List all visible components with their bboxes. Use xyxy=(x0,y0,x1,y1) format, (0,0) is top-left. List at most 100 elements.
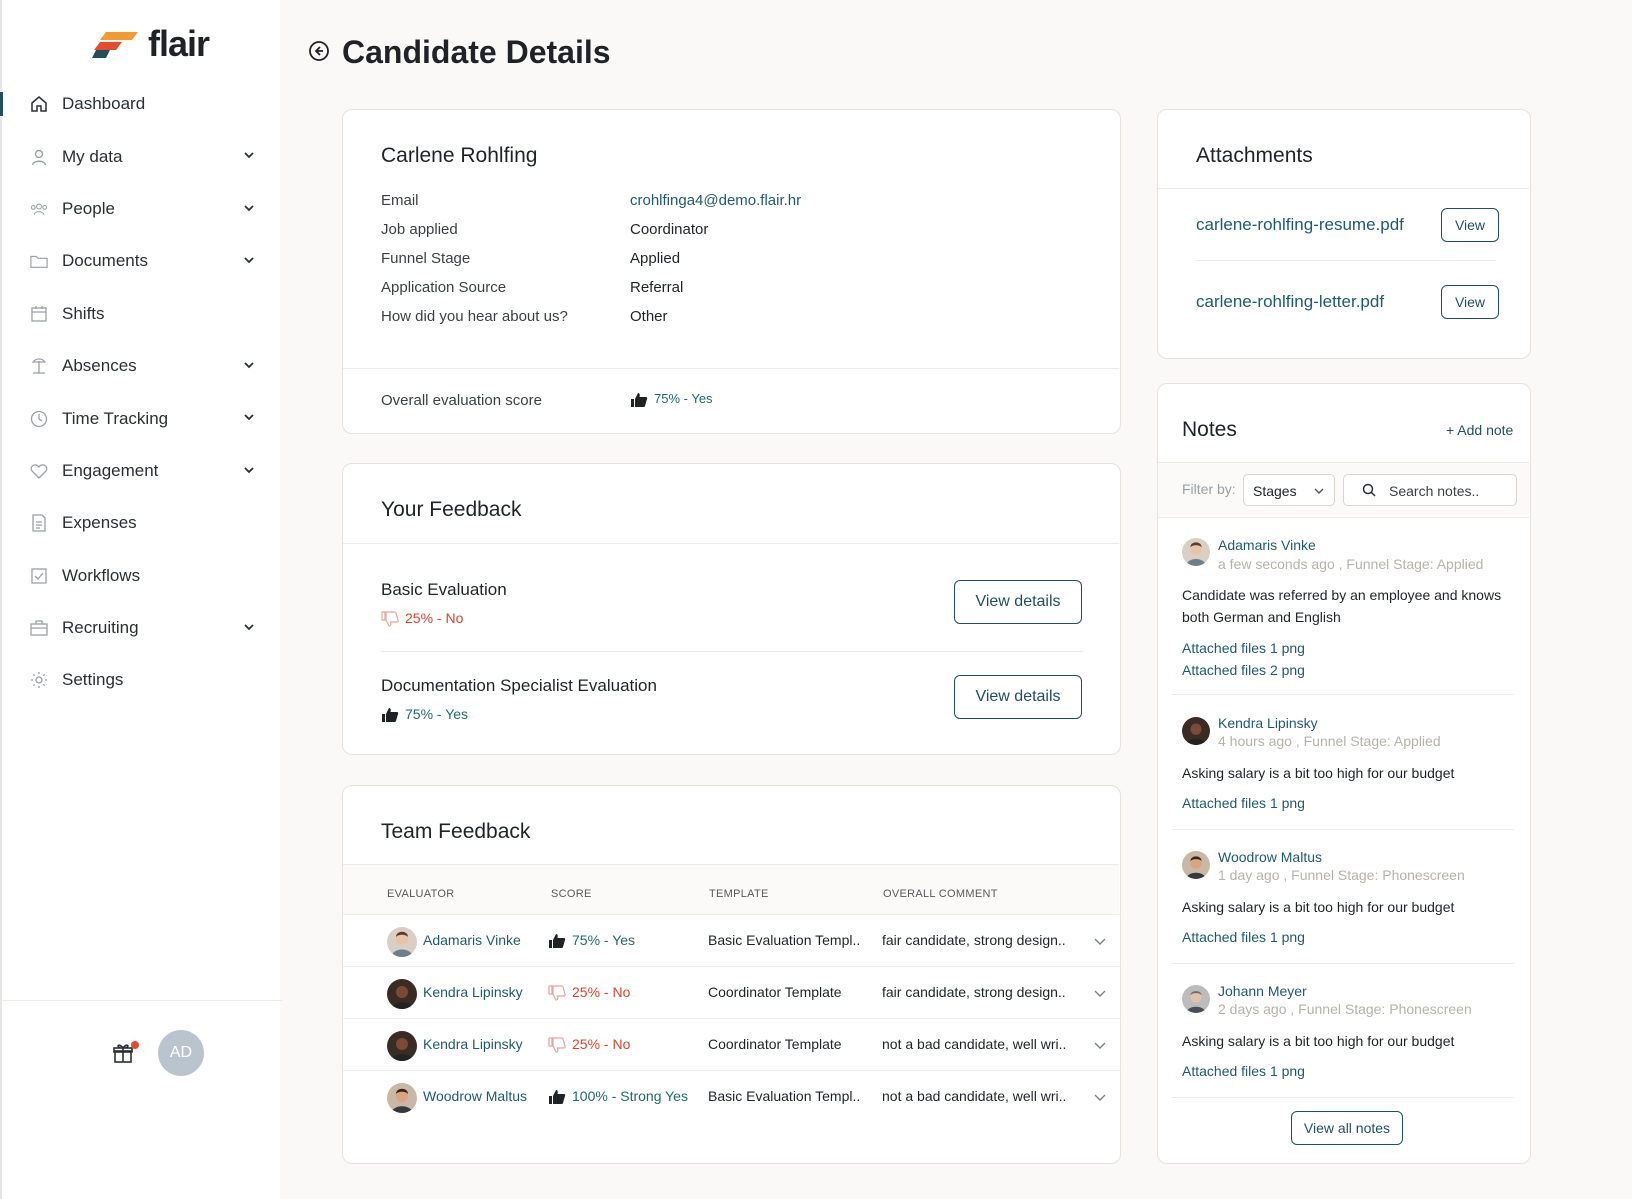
note-attachment-link[interactable]: Attached files 1 png xyxy=(1182,1063,1305,1079)
user-avatar[interactable]: AD xyxy=(158,1030,204,1076)
divider xyxy=(343,543,1119,544)
detail-row-email: Email crohlfinga4@demo.flair.hr xyxy=(381,186,801,215)
note-attachment-link[interactable]: Attached files 1 png xyxy=(1182,640,1305,656)
add-note-button[interactable]: + Add note xyxy=(1446,422,1514,438)
gear-icon xyxy=(30,671,48,689)
note-author[interactable]: Johann Meyer xyxy=(1218,983,1307,999)
chevron-down-icon[interactable] xyxy=(1093,934,1107,948)
flair-logo-icon xyxy=(92,32,138,58)
note-author[interactable]: Woodrow Maltus xyxy=(1218,849,1323,865)
attachment-link-resume[interactable]: carlene-rohlfing-resume.pdf xyxy=(1196,215,1404,234)
chevron-down-icon[interactable] xyxy=(242,148,256,162)
note-author[interactable]: Kendra Lipinsky xyxy=(1218,715,1318,731)
sidebar-item-engagement[interactable]: Engagement xyxy=(2,445,282,497)
sidebar-item-shifts[interactable]: Shifts xyxy=(2,288,282,340)
overall-comment: fair candidate, strong design.. xyxy=(882,932,1066,948)
evaluator-name[interactable]: Kendra Lipinsky xyxy=(423,984,523,1000)
sidebar: flair Dashboard My data People Documents… xyxy=(0,0,282,1199)
evaluator-name[interactable]: Adamaris Vinke xyxy=(423,932,521,948)
divider xyxy=(1172,1097,1514,1098)
email-link[interactable]: crohlfinga4@demo.flair.hr xyxy=(630,192,802,209)
sidebar-item-settings[interactable]: Settings xyxy=(2,654,282,706)
table-row[interactable]: Kendra Lipinsky 25% - No Coordinator Tem… xyxy=(342,1018,1121,1070)
avatar xyxy=(387,979,417,1009)
note-attachment-link[interactable]: Attached files 1 png xyxy=(1182,929,1305,945)
sidebar-item-label: Dashboard xyxy=(62,94,146,114)
note-meta: 4 hours ago , Funnel Stage: Applied xyxy=(1218,733,1441,749)
view-resume-button[interactable]: View xyxy=(1441,208,1499,242)
sidebar-item-time-tracking[interactable]: Time Tracking xyxy=(2,392,282,444)
score-value: 100% - Strong Yes xyxy=(572,1088,688,1104)
table-row[interactable]: Kendra Lipinsky 25% - No Coordinator Tem… xyxy=(342,966,1121,1018)
heart-icon xyxy=(30,462,48,480)
evaluator-score: 75% - Yes xyxy=(548,932,635,949)
overall-comment: not a bad candidate, well wri.. xyxy=(882,1088,1067,1104)
view-details-button[interactable]: View details xyxy=(954,580,1082,624)
attachment-link-letter[interactable]: carlene-rohlfing-letter.pdf xyxy=(1196,292,1385,311)
sidebar-item-expenses[interactable]: Expenses xyxy=(2,497,282,549)
sidebar-item-recruiting[interactable]: Recruiting xyxy=(2,602,282,654)
sidebar-item-my-data[interactable]: My data xyxy=(2,130,282,182)
sidebar-item-workflows[interactable]: Workflows xyxy=(2,550,282,602)
chevron-down-icon[interactable] xyxy=(242,253,256,267)
avatar xyxy=(387,927,417,957)
note-text: Candidate was referred by an employee an… xyxy=(1182,587,1502,625)
search-icon xyxy=(1362,483,1376,497)
table-row[interactable]: Adamaris Vinke 75% - Yes Basic Evaluatio… xyxy=(342,914,1121,966)
chevron-down-icon[interactable] xyxy=(242,358,256,372)
sidebar-footer-divider xyxy=(2,1000,282,1001)
overall-score-value: 75% - Yes xyxy=(654,391,713,406)
note-attachment-link[interactable]: Attached files 1 png xyxy=(1182,795,1305,811)
detail-row-job: Job applied Coordinator xyxy=(381,215,801,244)
detail-value: Coordinator xyxy=(630,221,709,238)
chevron-down-icon[interactable] xyxy=(242,463,256,477)
score-value: 25% - No xyxy=(572,984,631,1000)
flair-logo[interactable]: flair xyxy=(92,22,210,66)
sidebar-item-dashboard[interactable]: Dashboard xyxy=(0,78,282,130)
evaluator-score: 25% - No xyxy=(548,1036,630,1053)
note-text: Asking salary is a bit too high for our … xyxy=(1182,899,1455,915)
note-text: Asking salary is a bit too high for our … xyxy=(1182,1033,1455,1049)
divider xyxy=(1172,963,1514,964)
table-row[interactable]: Woodrow Maltus 100% - Strong Yes Basic E… xyxy=(342,1070,1121,1122)
overall-score-label: Overall evaluation score xyxy=(381,392,542,409)
chevron-down-icon[interactable] xyxy=(242,620,256,634)
detail-key: How did you hear about us? xyxy=(381,308,568,325)
chevron-down-icon[interactable] xyxy=(1093,986,1107,1000)
chevron-down-icon[interactable] xyxy=(1093,1038,1107,1052)
sidebar-item-label: Time Tracking xyxy=(62,408,169,428)
sidebar-item-label: People xyxy=(62,198,115,218)
sidebar-item-absences[interactable]: Absences xyxy=(2,340,282,392)
score-value: 75% - Yes xyxy=(572,932,636,948)
chevron-down-icon[interactable] xyxy=(242,201,256,215)
evaluator-name[interactable]: Woodrow Maltus xyxy=(423,1088,528,1104)
column-header-comment: OVERALL COMMENT xyxy=(883,888,998,900)
note-attachment-link[interactable]: Attached files 2 png xyxy=(1182,662,1305,678)
gift-icon[interactable] xyxy=(110,1040,136,1066)
search-notes-placeholder: Search notes.. xyxy=(1389,483,1480,499)
chevron-down-icon[interactable] xyxy=(242,410,256,424)
thumbs-up-icon xyxy=(631,392,648,407)
avatar xyxy=(1182,851,1210,879)
detail-row-source: Application Source Referral xyxy=(381,273,801,302)
evaluator-name[interactable]: Kendra Lipinsky xyxy=(423,1036,523,1052)
template-name: Basic Evaluation Templ.. xyxy=(708,1088,861,1104)
search-notes-field[interactable]: Search notes.. xyxy=(1343,474,1517,506)
sidebar-item-label: Recruiting xyxy=(62,618,139,638)
view-details-button[interactable]: View details xyxy=(954,675,1082,719)
sidebar-item-people[interactable]: People xyxy=(2,183,282,235)
back-arrow-icon[interactable] xyxy=(308,40,330,62)
chevron-down-icon[interactable] xyxy=(1093,1090,1107,1104)
table-header-bg xyxy=(343,864,1119,915)
view-letter-button[interactable]: View xyxy=(1441,285,1499,319)
logo-text: flair xyxy=(148,23,210,64)
note-author[interactable]: Adamaris Vinke xyxy=(1218,537,1316,553)
view-all-notes-button[interactable]: View all notes xyxy=(1291,1111,1403,1145)
stages-filter-select[interactable]: Stages xyxy=(1243,474,1335,506)
feedback-score-value: 25% - No xyxy=(405,610,464,626)
sidebar-item-label: Absences xyxy=(62,356,137,376)
sidebar-item-label: Settings xyxy=(62,670,124,690)
sidebar-item-documents[interactable]: Documents xyxy=(2,235,282,287)
detail-row-hear-about: How did you hear about us? Other xyxy=(381,302,801,331)
avatar xyxy=(1182,985,1210,1013)
